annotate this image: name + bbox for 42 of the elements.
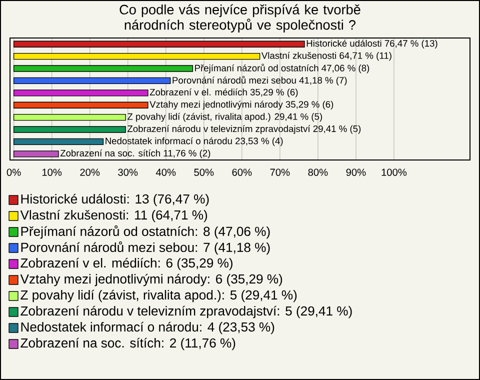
x-tick-label: 60% [232, 168, 252, 176]
x-tick-label: 0% [6, 168, 21, 176]
x-tick-label: 10% [42, 168, 62, 176]
data-label: Přejímaní názorů od ostatních 47,06 % (8) [195, 64, 370, 74]
x-tick-label: 20% [80, 168, 100, 176]
chart-title: Co podle vás nejvíce přispívá ke tvorbě národních stereotypů ve společnosti ? [120, 4, 360, 32]
data-label: Nedostatek informací o národu 23,53 % (4) [106, 137, 283, 146]
data-label: Porovnání národů mezi sebou 41,18 % (7) [172, 76, 347, 86]
text: Z povahy lidí (závist, rivalita apod.): 5 (29,41 %) [20, 290, 297, 302]
x-tick-label: 100% [382, 168, 407, 176]
data-label: Historické události 76,47 % (13) [306, 40, 438, 49]
bar [13, 138, 104, 146]
data-label: Zobrazení na soc. sítích 11,76 % (2) [60, 150, 210, 158]
data-label: Vztahy mezi jednotlivými národy 35,29 % (6) [150, 100, 334, 110]
bar [13, 150, 59, 158]
x-tick-label: 50% [194, 168, 214, 176]
text: Historické události: 13 (76,47 %) [21, 194, 209, 206]
bar [13, 102, 148, 108]
x-tick-label: 40% [156, 168, 176, 176]
text: Zobrazení na soc. sítích: 2 (11,76 %) [20, 338, 236, 350]
data-label: Z povahy lidí (závist, rivalita apod.) 29,41 % (5) [128, 112, 322, 122]
text: Vlastní zkušenosti: 11 (64,71 %) [20, 210, 208, 222]
text: Zobrazení národu v televizním zpravodajství: 5 (29,41 %) [20, 306, 352, 318]
bar [13, 126, 126, 133]
bar [13, 65, 194, 72]
text: Porovnání národů mezi sebou: 7 (41,18 %) [21, 241, 270, 255]
bar [13, 40, 305, 48]
bar [13, 77, 171, 84]
text: Nedostatek informací o národu: 4 (23,53 %) [21, 322, 274, 334]
text: Zobrazení v el. médiích: 6 (35,29 %) [20, 258, 232, 270]
data-label: Zobrazení v el. médiích 35,29 % (6) [150, 88, 298, 98]
x-tick-label: 90% [346, 168, 366, 176]
text: Vztahy mezi jednotlivými národy: 6 (35,29 %) [20, 274, 282, 286]
bar [13, 90, 148, 96]
x-tick-label: 70% [270, 168, 290, 176]
x-tick-label: 80% [308, 168, 328, 176]
data-label: Vlastní zkušenosti 64,71 % (11) [261, 52, 392, 61]
text: Přejímaní názorů od ostatních: 8 (47,06 %) [21, 225, 270, 239]
bar [13, 52, 260, 60]
bar [13, 114, 126, 121]
data-label: Zobrazení národu v televizním zpravodajství 29,41 % (5) [128, 125, 361, 134]
x-tick-label: 30% [118, 168, 138, 176]
